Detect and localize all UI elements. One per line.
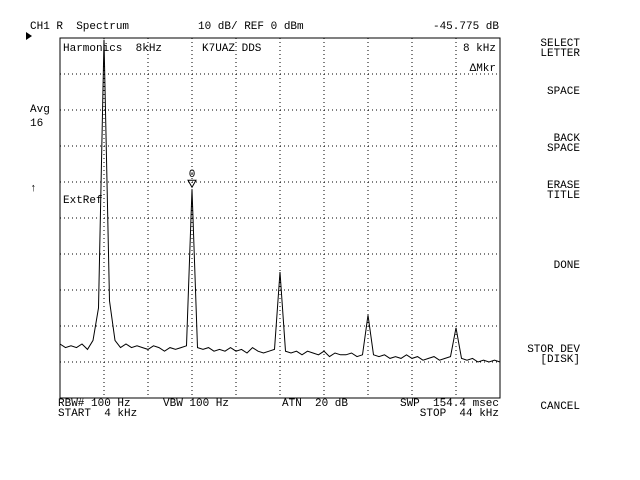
softkey-label[interactable]: SELECT (540, 38, 580, 50)
softkey-label[interactable]: BACK (554, 133, 581, 145)
softkey-label[interactable]: SPACE (547, 86, 580, 98)
ref-arrow: ↑ (30, 183, 37, 195)
marker-readout: -45.775 dB (433, 21, 499, 33)
avg-count: 16 (30, 118, 43, 130)
vbw: VBW 100 Hz (163, 398, 229, 410)
softkey-label[interactable]: [DISK] (540, 354, 580, 366)
softkey-label[interactable]: LETTER (540, 48, 580, 60)
scale: 10 dB/ REF 0 dBm (198, 21, 304, 33)
softkey-label[interactable]: ERASE (547, 180, 580, 192)
marker-label: 0 (189, 169, 196, 181)
marker-freq: 8 kHz (463, 43, 496, 55)
ext-ref: ExtRef (63, 195, 103, 207)
screen-label: K7UAZ DDS (202, 43, 262, 55)
marker-mode: ΔMkr (470, 63, 496, 75)
softkey-label[interactable]: TITLE (547, 190, 580, 202)
screen-title: Harmonics 8kHz (63, 43, 162, 55)
softkey-label[interactable]: SPACE (547, 143, 580, 155)
start: START 4 kHz (58, 408, 137, 420)
stop: STOP 44 kHz (420, 408, 499, 420)
marker-triangle (187, 179, 197, 189)
softkey-label[interactable]: DONE (554, 260, 581, 272)
active-indicator (26, 32, 32, 40)
softkey-label[interactable]: STOR DEV (527, 344, 580, 356)
softkeys: SELECTLETTERSPACEBACKSPACEERASETITLEDONE… (527, 38, 580, 413)
swp: SWP 154.4 msec (400, 398, 499, 410)
avg: Avg (30, 104, 50, 116)
rbw: RBW# 100 Hz (58, 398, 131, 410)
channel: CH1 R Spectrum (30, 21, 129, 33)
atn: ATN 20 dB (282, 398, 348, 410)
softkey-label[interactable]: CANCEL (540, 401, 580, 413)
trace (59, 39, 501, 363)
